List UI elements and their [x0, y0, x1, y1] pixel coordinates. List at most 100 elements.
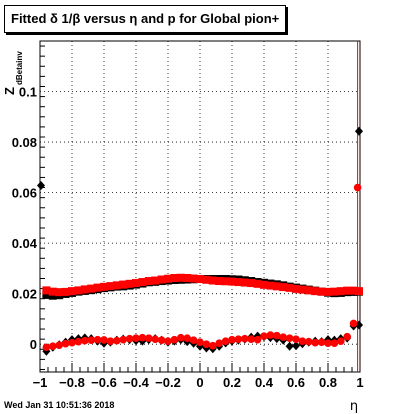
data-point-square	[132, 279, 140, 288]
axis-labels: −1 −0.8 −0.6 −0.4 −0.2 0 0.2 0.4 0.6 0.8 1 0 0.02 0.0…	[2, 51, 364, 414]
data-series	[37, 126, 363, 356]
data-point-square	[285, 283, 294, 292]
data-point-circle	[177, 333, 185, 342]
y-axis-label: Z	[2, 87, 17, 95]
data-point-square	[125, 279, 134, 288]
data-point-square	[112, 281, 121, 290]
data-point-circle	[164, 337, 172, 345]
data-point-circle	[253, 335, 262, 344]
data-point-square	[215, 277, 224, 286]
data-point-square	[317, 287, 326, 296]
x-tick-label: 0	[196, 375, 203, 390]
data-point-square	[48, 291, 57, 300]
x-tick-label: −0.8	[59, 375, 85, 390]
footer-timestamp: Wed Jan 31 10:51:36 2018	[4, 400, 115, 410]
data-point-square	[349, 286, 358, 295]
data-point-square	[93, 283, 102, 292]
y-tick-label: 0	[30, 337, 37, 352]
data-point-circle	[324, 339, 332, 347]
data-point-circle	[119, 335, 127, 344]
data-point-square	[279, 283, 288, 292]
data-point-square	[48, 287, 57, 296]
data-point-circle	[247, 335, 255, 343]
data-point-circle	[132, 334, 140, 342]
data-point-square	[144, 277, 153, 286]
data-point-circle	[113, 336, 121, 345]
data-point-circle	[266, 331, 275, 339]
data-point-square	[42, 286, 51, 295]
x-tick-label: 0.4	[255, 375, 274, 390]
data-point-circle	[353, 183, 362, 192]
data-point-square	[106, 282, 115, 291]
data-point-square	[157, 275, 166, 284]
data-point-circle	[221, 337, 230, 345]
data-point-square	[228, 277, 236, 286]
data-point-circle	[273, 331, 281, 340]
data-point-circle	[228, 335, 236, 344]
data-point-circle	[285, 334, 294, 342]
y-tick-label: 0.04	[12, 236, 38, 251]
data-point-circle	[42, 343, 51, 352]
data-point-square	[221, 277, 230, 286]
data-point-circle	[234, 335, 243, 343]
data-point-square	[311, 287, 320, 296]
data-point-circle	[317, 338, 326, 346]
x-tick-label: 0.6	[287, 375, 305, 390]
data-point-diamond	[355, 126, 363, 136]
data-point-circle	[106, 337, 115, 345]
data-point-circle	[292, 335, 300, 343]
data-point-square	[240, 278, 249, 287]
x-tick-label: −0.6	[91, 375, 117, 390]
data-point-circle	[151, 335, 159, 343]
data-point-circle	[279, 333, 288, 341]
y-tick-label: 0.08	[12, 135, 37, 150]
data-point-circle	[81, 336, 89, 345]
data-point-circle	[241, 334, 249, 343]
data-point-square	[61, 287, 70, 296]
data-point-square	[119, 280, 128, 289]
data-point-square	[55, 288, 64, 297]
x-tick-label: −0.4	[123, 375, 149, 390]
data-point-square	[170, 274, 179, 283]
data-point-square	[253, 279, 262, 288]
x-tick-label: 0.2	[223, 375, 241, 390]
data-point-square	[189, 274, 198, 283]
data-point-diamond	[285, 341, 294, 351]
data-point-square	[304, 286, 313, 295]
data-point-square	[80, 285, 89, 294]
data-point-circle	[125, 334, 134, 343]
data-point-square	[151, 276, 160, 285]
data-point-circle	[349, 319, 358, 328]
data-point-circle	[170, 335, 179, 344]
x-axis-label: η	[350, 399, 358, 414]
data-point-square	[74, 286, 83, 295]
data-point-circle	[298, 337, 307, 345]
data-point-square	[292, 284, 300, 293]
data-point-circle	[330, 339, 339, 347]
y-tick-label: 0.02	[12, 287, 37, 302]
data-point-square	[138, 278, 147, 287]
data-point-circle	[215, 339, 223, 347]
data-point-circle	[55, 341, 63, 350]
data-point-circle	[343, 332, 352, 341]
data-point-diamond	[37, 181, 45, 191]
data-point-circle	[202, 340, 211, 349]
data-point-square	[324, 287, 332, 296]
data-point-circle	[305, 337, 313, 346]
data-point-square	[298, 285, 307, 294]
data-point-square	[247, 279, 256, 288]
data-point-circle	[74, 337, 83, 346]
data-point-square	[176, 273, 185, 282]
data-point-square	[100, 282, 108, 291]
axes	[39, 40, 361, 373]
data-point-circle	[337, 337, 345, 345]
data-point-square	[68, 287, 76, 296]
data-point-circle	[68, 338, 76, 347]
chart-title: Fitted δ 1/β versus η and p for Global p…	[4, 5, 287, 33]
data-point-square	[355, 287, 363, 296]
data-point-square	[330, 287, 339, 296]
data-point-circle	[138, 333, 147, 342]
data-point-circle	[311, 338, 320, 347]
data-point-circle	[209, 341, 217, 350]
